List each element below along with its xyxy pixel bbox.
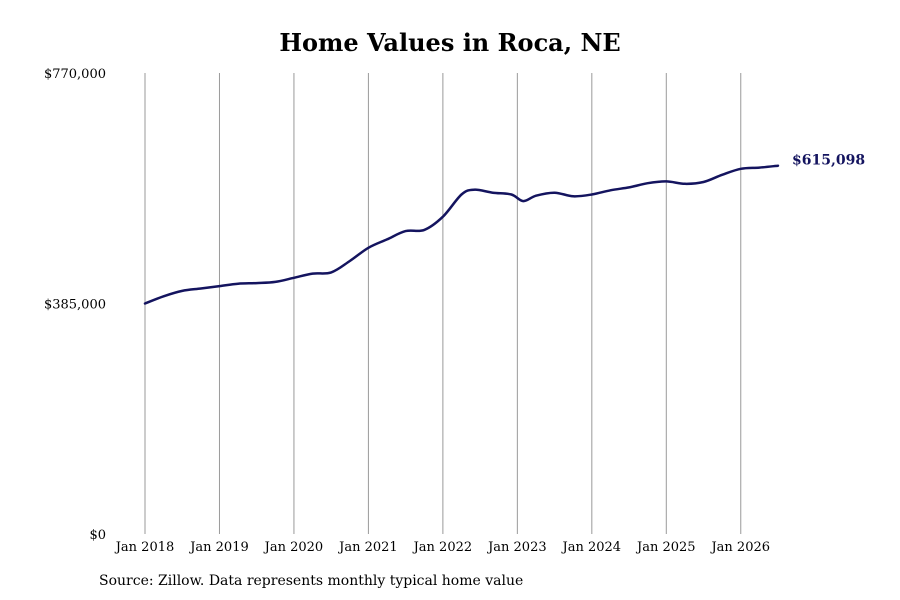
x-tick-label-3: Jan 2021 <box>337 540 398 555</box>
x-tick-label-4: Jan 2022 <box>412 540 473 555</box>
y-tick-label-1: $385,000 <box>44 298 106 313</box>
x-tick-label-6: Jan 2024 <box>561 540 622 555</box>
y-tick-label-0: $0 <box>89 528 106 543</box>
x-tick-label-0: Jan 2018 <box>114 540 175 555</box>
end-value-label: $615,098 <box>792 153 865 169</box>
y-tick-label-2: $770,000 <box>44 67 106 82</box>
chart-title: Home Values in Roca, NE <box>279 28 621 57</box>
y-axis-ticks: $0 $385,000 $770,000 <box>44 67 106 543</box>
x-tick-label-8: Jan 2026 <box>709 540 770 555</box>
grid-lines <box>144 73 742 534</box>
x-tick-label-1: Jan 2019 <box>188 540 249 555</box>
x-axis-ticks: Jan 2018 Jan 2019 Jan 2020 Jan 2021 Jan 2022… <box>114 540 770 555</box>
x-tick-label-7: Jan 2025 <box>635 540 696 555</box>
x-tick-label-5: Jan 2023 <box>486 540 547 555</box>
series-line-home-value <box>143 164 780 305</box>
x-tick-label-2: Jan 2020 <box>263 540 324 555</box>
source-note: Source: Zillow. Data represents monthly … <box>99 573 524 589</box>
